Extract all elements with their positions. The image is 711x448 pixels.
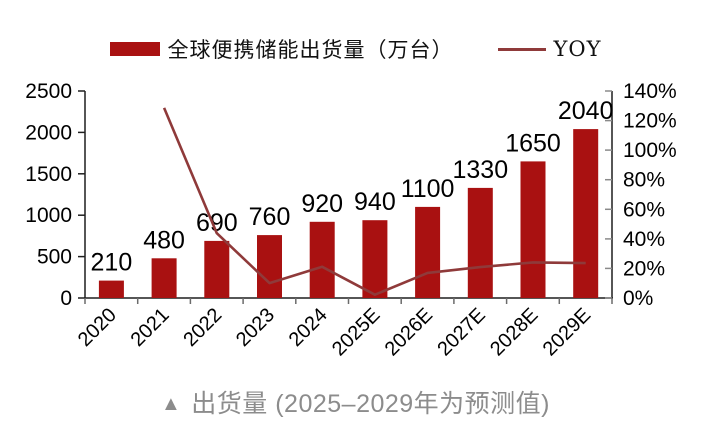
bar-value-label: 1100: [401, 175, 455, 203]
right-axis-tick-label: 0%: [623, 287, 653, 310]
right-axis: 0% 20% 40% 60% 80% 100% 120% 140%: [605, 80, 677, 310]
legend-line-label: YOY: [553, 37, 602, 61]
bar: [415, 206, 441, 298]
yoy-line: [162, 107, 586, 296]
x-axis-labels: 2020 2021 2022 2023 20242025E2026E2027E2028E…: [74, 304, 595, 360]
bar: [204, 240, 230, 298]
x-axis-ticks: [84, 298, 613, 304]
bar: [98, 280, 124, 298]
left-axis-tick-label: 2500: [25, 80, 72, 103]
line-series-swatch-icon: [497, 47, 546, 51]
legend-item-shipments: 全球便携储能出货量（万台）: [109, 34, 454, 64]
caption-text: 出货量 (2025–2029年为预测值): [191, 390, 551, 418]
left-axis-tick-label: 1500: [25, 163, 72, 186]
left-axis-tick-label: 500: [37, 246, 72, 269]
bar: [520, 161, 546, 298]
bar: [257, 235, 282, 298]
legend-bar-label: 全球便携储能出货量（万台）: [167, 38, 454, 62]
bar-value-label: 2040: [558, 97, 614, 125]
bar: [151, 258, 177, 298]
bar: [362, 220, 388, 298]
x-axis-label: 2029E: [539, 304, 595, 360]
right-axis-tick-label: 80%: [623, 169, 665, 192]
x-axis-label: 2028E: [486, 304, 542, 360]
chart-caption: ▲ 出货量 (2025–2029年为预测值): [0, 384, 711, 420]
bar-value-label: 1650: [505, 129, 561, 157]
x-axis-label: 2027E: [433, 304, 489, 360]
bar: [573, 129, 599, 298]
right-axis-tick-label: 120%: [623, 110, 677, 133]
left-axis-tick-label: 1000: [25, 204, 72, 227]
right-axis-tick-label: 100%: [623, 139, 677, 162]
bar-value-label: 920: [301, 190, 343, 218]
x-axis-label: 2025E: [328, 304, 384, 360]
x-axis-label: 2023: [232, 304, 279, 351]
bar-value-label: 940: [354, 188, 396, 216]
legend: 全球便携储能出货量（万台） YOY: [0, 0, 711, 64]
bar-value-label: 210: [91, 249, 133, 277]
legend-item-yoy: YOY: [497, 37, 602, 61]
right-axis-tick-label: 140%: [623, 80, 677, 103]
bar-value-label: 760: [249, 203, 291, 231]
x-axis-label: 2026E: [381, 304, 437, 360]
triangle-marker-icon: ▲: [160, 393, 182, 415]
left-axis: 0 500 1000 1500 2000 2500: [25, 80, 85, 310]
bar-value-label: 1330: [452, 156, 508, 184]
chart-area: 0 500 1000 1500 2000 2500 0% 20% 40% 60% 80% 100% 12…: [0, 76, 711, 376]
right-axis-tick-label: 20%: [623, 257, 665, 280]
chart: 0 500 1000 1500 2000 2500 0% 20% 40% 60% 80% 100% 12…: [25, 80, 677, 360]
bar: [309, 221, 335, 298]
left-axis-tick-label: 0: [60, 287, 72, 310]
bar-value-label: 480: [143, 226, 185, 254]
left-axis-tick-label: 2000: [25, 121, 72, 144]
bar: [467, 187, 493, 298]
x-axis-label: 2020: [74, 304, 121, 351]
x-axis-label: 2021: [127, 304, 174, 351]
bar-series-swatch-icon: [109, 42, 160, 56]
bars: [98, 129, 599, 298]
right-axis-tick-label: 60%: [623, 198, 665, 221]
x-axis-label: 2024: [285, 304, 332, 351]
right-axis-tick-label: 40%: [623, 228, 665, 251]
x-axis-label: 2022: [179, 304, 226, 351]
